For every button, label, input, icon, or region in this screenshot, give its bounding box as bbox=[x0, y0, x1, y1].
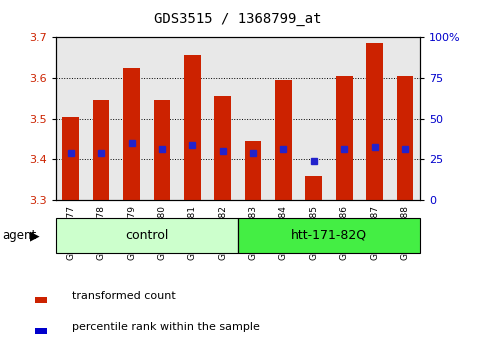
Bar bbox=[35, 328, 47, 334]
Text: percentile rank within the sample: percentile rank within the sample bbox=[72, 322, 260, 332]
Text: ▶: ▶ bbox=[30, 229, 40, 242]
Bar bbox=[123, 68, 140, 200]
Bar bbox=[56, 218, 238, 253]
Bar bbox=[35, 297, 47, 303]
Text: htt-171-82Q: htt-171-82Q bbox=[291, 229, 367, 242]
Bar bbox=[305, 176, 322, 200]
Bar bbox=[238, 218, 420, 253]
Bar bbox=[214, 96, 231, 200]
Text: control: control bbox=[125, 229, 169, 242]
Bar bbox=[397, 76, 413, 200]
Bar bbox=[62, 116, 79, 200]
Bar bbox=[93, 100, 110, 200]
Bar bbox=[366, 43, 383, 200]
Text: agent: agent bbox=[2, 229, 37, 242]
Bar bbox=[154, 100, 170, 200]
Bar bbox=[245, 141, 261, 200]
Bar bbox=[336, 76, 353, 200]
Text: transformed count: transformed count bbox=[72, 291, 176, 301]
Bar bbox=[184, 56, 200, 200]
Text: GDS3515 / 1368799_at: GDS3515 / 1368799_at bbox=[154, 12, 322, 27]
Bar bbox=[275, 80, 292, 200]
